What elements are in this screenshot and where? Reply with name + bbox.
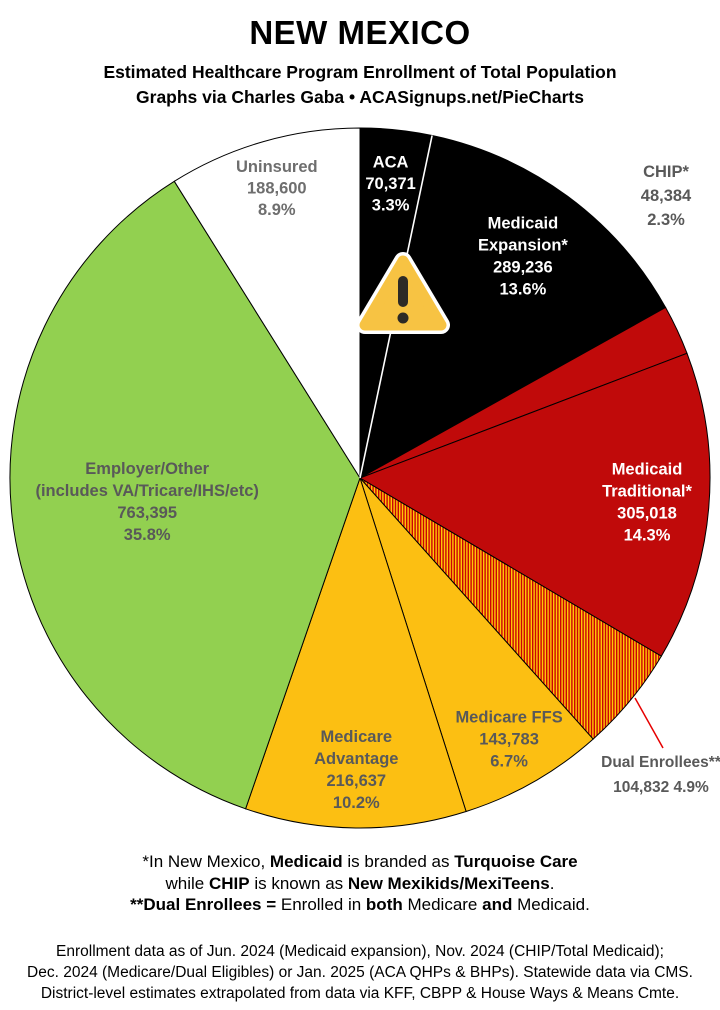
pie-label-aca: ACA 70,371 3.3% [365,153,415,214]
exclamation-dot [397,312,409,324]
footnote-line: *In New Mexico, Medicaid is branded as T… [142,852,578,871]
pie-label-medicare-advantage: Medicare Advantage 216,637 10.2% [314,728,398,812]
footnote-line: **Dual Enrollees = Enrolled in both Medi… [130,895,590,914]
pie-label-medicare-ffs: Medicare FFS 143,783 6.7% [455,709,562,771]
pie-label-medicaid-traditional: Medicaid Traditional* 305,018 14.3% [602,460,692,544]
footnote-line: while CHIP is known as New Mexikids/Mexi… [165,873,555,893]
pie-slice-medicaid-traditional [358,352,711,657]
source-line: Enrollment data as of Jun. 2024 (Medicai… [56,943,664,960]
pie-label-medicaid-expansion: Medicaid Expansion* 289,236 13.6% [478,215,568,299]
chart-credit-line: Graphs via Charles Gaba • ACASignups.net… [136,87,584,107]
pie-label-dual-enrollees: Dual Enrollees** 104,832 4.9% [601,754,720,796]
pie-slice-medicare-ffs [359,477,594,813]
pie-slice-medicare-advantage [244,476,467,829]
chart-header: NEW MEXICO Estimated Healthcare Program … [0,8,720,108]
warning-icon [356,252,450,334]
dual-enrollees-leader-line [634,697,664,749]
chart-title: NEW MEXICO [249,14,471,51]
exclamation-bar [398,276,408,307]
footnotes: *In New Mexico, Medicaid is branded as T… [0,851,720,916]
source-line: District-level estimates extrapolated fr… [40,985,680,1002]
pie-label-uninsured: Uninsured 188,600 8.9% [236,158,318,219]
pie-label-employer-other: Employer/Other (includes VA/Tricare/IHS/e… [35,460,258,544]
data-sources: Enrollment data as of Jun. 2024 (Medicai… [0,941,720,1004]
pie-label-chip: CHIP* 48,384 2.3% [641,163,692,229]
pie-slice-uninsured [173,127,361,480]
pie-slice-employer-other [9,180,361,810]
source-line: Dec. 2024 (Medicare/Dual Eligibles) or J… [27,964,693,981]
pie-slice-medicaid-expansion [359,134,667,479]
chart-subtitle: Estimated Healthcare Program Enrollment … [103,62,617,82]
